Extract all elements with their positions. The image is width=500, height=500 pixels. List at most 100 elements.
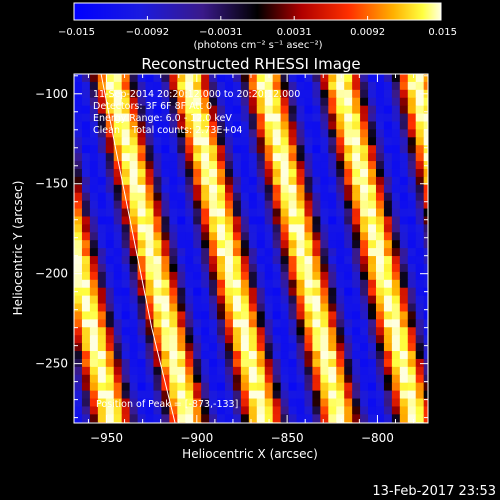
heatmap-cell <box>375 184 385 194</box>
heatmap-cell <box>209 406 218 415</box>
heatmap-cell <box>399 311 409 320</box>
heatmap-cell <box>288 398 298 408</box>
heatmap-cell <box>185 208 194 218</box>
heatmap-cell <box>272 105 282 115</box>
heatmap-cell <box>407 192 417 202</box>
heatmap-cell <box>248 263 258 273</box>
heatmap-cell <box>81 271 91 281</box>
info-text-block: 11-Sep-2014 20:20:12.000 to 20:20:12.000… <box>93 89 300 136</box>
heatmap-cell <box>272 74 282 83</box>
heatmap-cell <box>383 74 393 83</box>
heatmap-cell <box>391 422 401 423</box>
heatmap-cell <box>240 335 250 344</box>
heatmap-cell <box>97 287 107 297</box>
heatmap-cell <box>352 358 361 368</box>
heatmap-cell <box>185 81 194 91</box>
heatmap-cell <box>383 319 393 328</box>
heatmap-cell <box>256 224 266 233</box>
heatmap-cell <box>113 153 123 162</box>
heatmap-cell <box>217 295 226 305</box>
heatmap-cell <box>185 137 194 146</box>
heatmap-cell <box>97 105 107 115</box>
heatmap-cell <box>145 279 155 289</box>
heatmap-cell <box>264 422 274 423</box>
heatmap-cell <box>296 422 306 423</box>
heatmap-cell <box>383 137 393 146</box>
heatmap-cell <box>320 366 329 376</box>
heatmap-cell <box>248 382 258 392</box>
heatmap-cell <box>312 145 321 154</box>
heatmap-cell <box>280 295 290 305</box>
heatmap-cell <box>129 224 139 233</box>
heatmap-cell <box>336 200 345 210</box>
heatmap-cell <box>232 97 242 107</box>
heatmap-cell <box>415 232 425 241</box>
heatmap-cell <box>129 81 139 91</box>
heatmap-cell <box>145 319 155 328</box>
heatmap-cell <box>288 351 298 360</box>
heatmap-cell <box>383 81 393 91</box>
heatmap-cell <box>415 414 425 423</box>
heatmap-cell <box>177 232 186 241</box>
heatmap-cell <box>383 256 393 265</box>
heatmap-cell <box>344 382 353 392</box>
colorbar-tick-label: −0.0031 <box>199 27 242 38</box>
heatmap-cell <box>399 414 409 423</box>
heatmap-cell <box>336 216 345 225</box>
heatmap-cell <box>328 232 337 241</box>
heatmap-cell <box>201 256 210 265</box>
heatmap-cell <box>217 216 226 225</box>
heatmap-cell <box>280 224 290 233</box>
heatmap-cell <box>121 414 131 423</box>
heatmap-cell <box>74 137 83 146</box>
heatmap-cell <box>344 74 353 83</box>
heatmap-cell <box>153 406 163 415</box>
heatmap-cell <box>415 208 425 218</box>
heatmap-cell <box>264 232 274 241</box>
heatmap-cell <box>240 176 250 186</box>
heatmap-cell <box>161 256 170 265</box>
heatmap-cell <box>288 89 298 99</box>
heatmap-cell <box>375 176 385 186</box>
heatmap-cell <box>185 422 194 423</box>
heatmap-cell <box>304 121 314 131</box>
heatmap-cell <box>312 74 321 83</box>
heatmap-cell <box>399 232 409 241</box>
heatmap-cell <box>312 176 321 186</box>
heatmap-cell <box>320 105 329 115</box>
heatmap-cell <box>113 224 123 233</box>
heatmap-cell <box>288 113 298 123</box>
heatmap-cell <box>105 319 115 328</box>
heatmap-cell <box>352 256 361 265</box>
heatmap-cell <box>288 240 298 249</box>
heatmap-cell <box>201 343 210 352</box>
heatmap-cell <box>352 105 361 115</box>
heatmap-cell <box>97 137 107 146</box>
heatmap-cell <box>185 129 194 138</box>
heatmap-cell <box>209 390 218 400</box>
heatmap-cell <box>360 414 369 423</box>
heatmap-cell <box>296 240 306 249</box>
heatmap-cell <box>280 248 290 257</box>
heatmap-cell <box>248 358 258 368</box>
heatmap-cell <box>161 176 170 186</box>
heatmap-cell <box>344 256 353 265</box>
heatmap-cell <box>391 232 401 241</box>
heatmap-cell <box>248 81 258 91</box>
heatmap-cell <box>407 271 417 281</box>
heatmap-cell <box>375 129 385 138</box>
heatmap-cell <box>391 74 401 83</box>
heatmap-cell <box>248 97 258 107</box>
heatmap-cell <box>399 89 409 99</box>
heatmap-cell <box>201 81 210 91</box>
heatmap-cell <box>399 422 409 423</box>
heatmap-cell <box>145 145 155 154</box>
heatmap-cell <box>423 319 428 328</box>
heatmap-cell <box>113 374 123 384</box>
heatmap-cell <box>375 390 385 400</box>
heatmap-cell <box>360 382 369 392</box>
heatmap-cell <box>312 113 321 123</box>
heatmap-cell <box>280 358 290 368</box>
heatmap-cell <box>304 113 314 123</box>
heatmap-cell <box>280 303 290 313</box>
